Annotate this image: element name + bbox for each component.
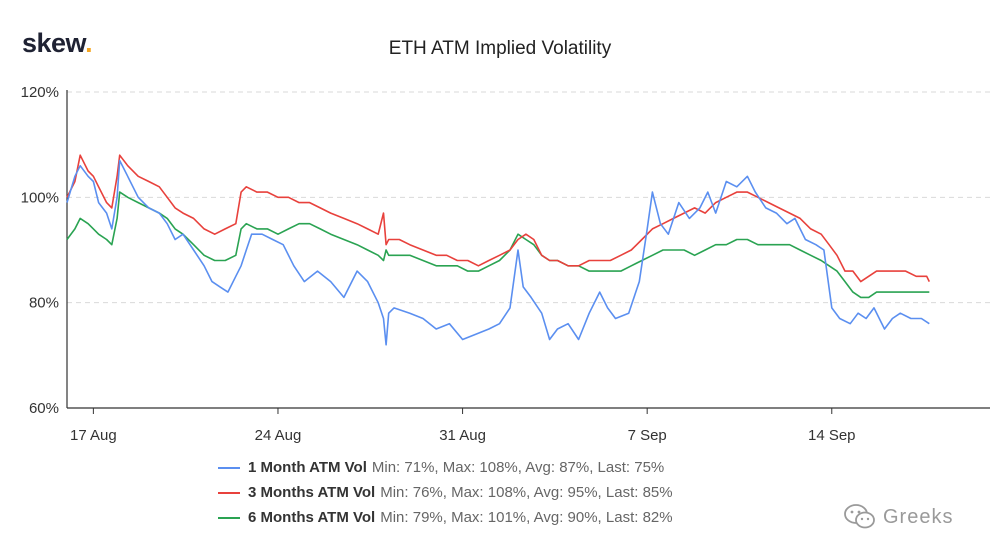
y-tick-label: 100% [21,189,59,206]
watermark: Greeks [843,503,953,531]
legend-item-6m[interactable]: 6 Months ATM Vol Min: 79%, Max: 101%, Av… [218,505,673,530]
x-tick-label: 7 Sep [628,427,667,444]
watermark-text: Greeks [883,505,954,528]
legend: 1 Month ATM Vol Min: 71%, Max: 108%, Avg… [218,455,673,530]
x-tick-label: 14 Sep [808,427,856,444]
series-line-1-month-atm-vol [66,159,930,346]
y-tick-label: 120% [21,84,59,101]
legend-label-3m: 3 Months ATM Vol [248,484,376,501]
y-tick-label: 80% [29,295,59,312]
legend-swatch-6m [218,516,240,519]
legend-stats-1m: Min: 71%, Max: 108%, Avg: 87%, Last: 75% [371,459,665,476]
legend-item-1m[interactable]: 1 Month ATM Vol Min: 71%, Max: 108%, Avg… [218,455,673,480]
legend-label-1m: 1 Month ATM Vol [248,459,367,476]
grid-lines [66,90,990,409]
x-tick-label: 24 Aug [255,427,302,444]
series-line-6-months-atm-vol [66,191,930,299]
skew-logo: skew. [22,28,93,58]
wechat-icon [844,504,875,529]
legend-item-3m[interactable]: 3 Months ATM Vol Min: 76%, Max: 108%, Av… [218,480,673,505]
chart-title: ETH ATM Implied Volatility [388,38,612,59]
x-axis-ticks: 17 Aug 24 Aug 31 Aug 7 Sep 14 Sep [70,408,856,444]
x-tick-label: 31 Aug [439,427,486,444]
x-tick-label: 17 Aug [70,427,117,444]
legend-swatch-1m [218,466,240,469]
legend-swatch-3m [218,491,240,494]
y-tick-label: 60% [29,400,59,417]
series-line-3-months-atm-vol [66,154,931,283]
legend-stats-3m: Min: 76%, Max: 108%, Avg: 95%, Last: 85% [380,484,673,501]
series-lines [66,154,931,346]
y-axis-ticks: 60% 80% 100% 120% [21,84,59,417]
legend-label-6m: 6 Months ATM Vol [248,509,376,526]
chart-area: 60% 80% 100% 120% 17 Aug 24 Aug 31 Aug 7 Sep 14… [21,84,990,444]
legend-stats-6m: Min: 79%, Max: 101%, Avg: 90%, Last: 82% [380,509,673,526]
